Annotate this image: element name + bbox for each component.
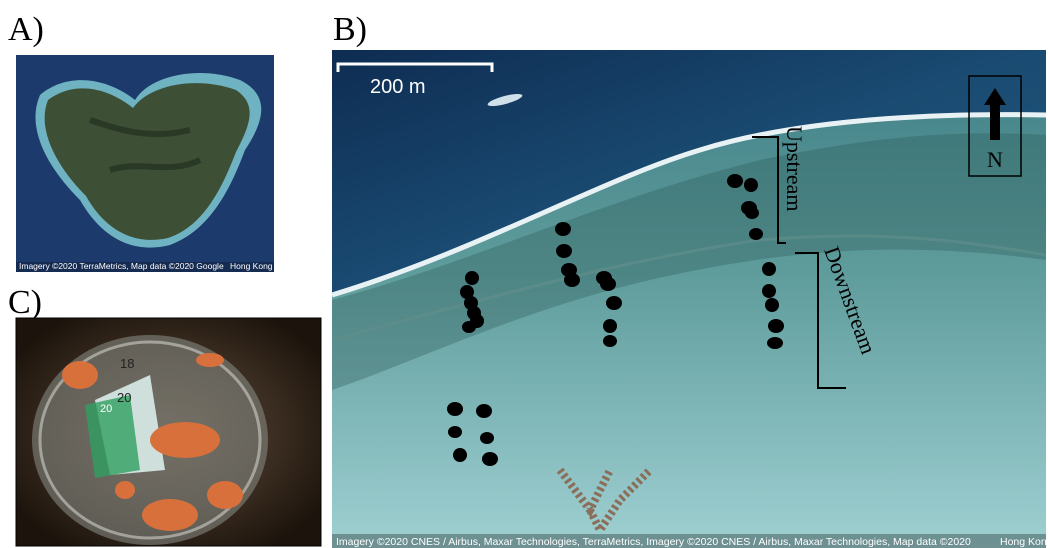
panel-b-image: 200 m N Upstream Downstream Imagery ©202… <box>332 50 1048 548</box>
region: Hong Kong <box>1000 536 1048 548</box>
panel-label: A) <box>8 11 44 48</box>
attribution: Imagery ©2020 TerraMetrics, Map data ©20… <box>19 261 224 271</box>
panel-a-image: Imagery ©2020 TerraMetrics, Map data ©20… <box>16 55 274 272</box>
ruler-mark: 20 <box>117 390 131 405</box>
scale-label: 200 m <box>370 76 426 98</box>
panel-c-image: 18 20 20 ​ <box>16 318 321 546</box>
figure: A) Imagery ©2020 TerraMetrics, Map data … <box>0 0 1048 548</box>
north-label: N <box>987 147 1003 172</box>
panel-label: B) <box>333 11 367 48</box>
ruler-mark: 20 <box>100 403 112 415</box>
panel-label: C) <box>8 284 42 321</box>
ruler-mark: 18 <box>120 356 134 371</box>
attribution: Imagery ©2020 CNES / Airbus, Maxar Techn… <box>336 536 971 548</box>
upstream-label: Upstream <box>782 126 807 212</box>
region: Hong Kong <box>230 261 273 271</box>
